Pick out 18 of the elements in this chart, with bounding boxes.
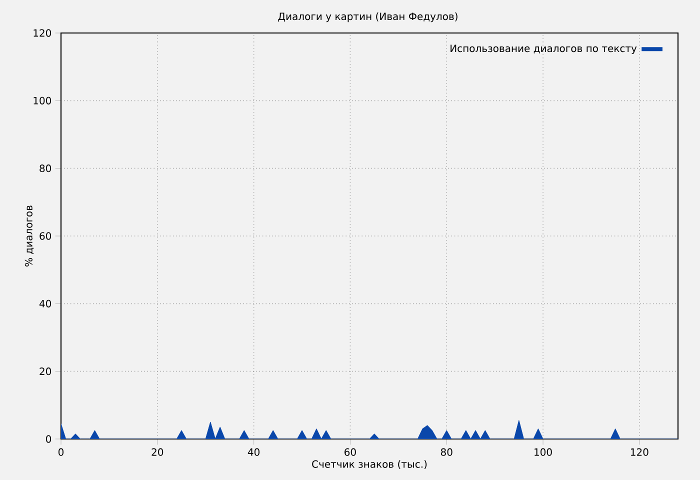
y-tick-label: 100 [34, 96, 52, 104]
y-axis-title: % диалогов [24, 206, 34, 266]
x-axis-title: Счетчик знаков (тыс.) [312, 460, 427, 470]
x-tick-label: 40 [248, 448, 260, 456]
legend-label: Использование диалогов по тексту [450, 44, 637, 54]
x-tick-label: 100 [534, 448, 552, 456]
x-tick-label: 0 [58, 448, 64, 456]
x-tick-label: 20 [152, 448, 164, 456]
x-tick-label: 120 [631, 448, 648, 456]
y-tick-label: 0 [46, 435, 52, 443]
x-tick-label: 60 [344, 448, 356, 456]
y-tick-label: 80 [40, 164, 52, 172]
y-tick-label: 40 [39, 300, 52, 308]
x-tick-label: 80 [440, 448, 452, 456]
y-tick-label: 60 [40, 232, 52, 240]
chart-title: Диалоги у картин (Иван Федулов) [278, 12, 458, 22]
y-tick-label: 120 [34, 29, 52, 37]
y-tick-label: 20 [40, 368, 52, 376]
